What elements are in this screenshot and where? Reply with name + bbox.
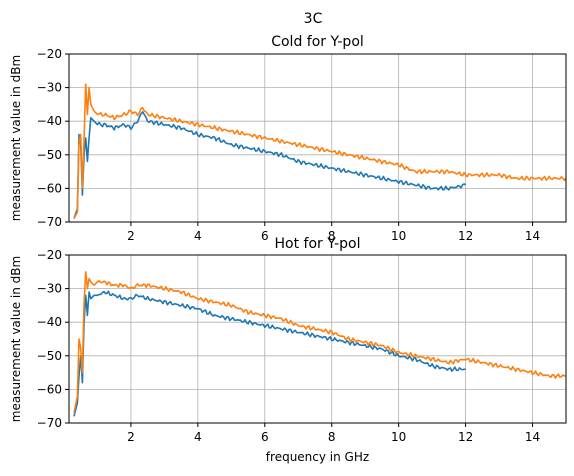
y-tick-label: −40 [37, 114, 62, 128]
y-tick-label: −50 [37, 349, 62, 363]
x-tick-label: 2 [127, 229, 135, 243]
x-tick-label: 8 [328, 229, 336, 243]
x-tick-label: 10 [391, 430, 406, 444]
y-tick-label: −20 [37, 47, 62, 61]
x-tick-label: 6 [261, 430, 269, 444]
plot-title: Hot for Y-pol [274, 236, 360, 252]
x-tick-label: 12 [458, 430, 473, 444]
y-tick-label: −20 [37, 248, 62, 262]
x-tick-label: 4 [194, 229, 202, 243]
y-tick-label: −60 [37, 181, 62, 195]
series-line-1 [73, 111, 467, 219]
series-line-2 [73, 83, 567, 219]
plot-hot: 2 4 6 8 10 12 14 −20 −30 −40 −50 −60 −70 Hot for Y-po… [9, 236, 567, 464]
x-tick-label: 12 [458, 229, 473, 243]
y-axis-label: measurement value in dBm [9, 55, 23, 221]
x-tick-label: 8 [328, 430, 336, 444]
figure-suptitle: 3C [304, 11, 323, 27]
y-tick-label: −30 [37, 81, 62, 95]
x-tick-label: 14 [525, 430, 540, 444]
y-tick-label: −40 [37, 315, 62, 329]
y-tick-label: −30 [37, 282, 62, 296]
axes-frame [68, 53, 567, 223]
x-tick-label: 4 [194, 430, 202, 444]
axes-frame [68, 254, 567, 424]
y-tick-label: −60 [37, 382, 62, 396]
x-axis-label: frequency in GHz [266, 450, 369, 464]
y-tick-label: −50 [37, 148, 62, 162]
x-tick-label: 2 [127, 430, 135, 444]
series-line-1 [73, 290, 466, 417]
x-tick-label: 6 [261, 229, 269, 243]
y-axis-label: measurement value in dBm [9, 256, 23, 422]
y-tick-label: −70 [37, 416, 62, 430]
y-tick-label: −70 [37, 215, 62, 229]
plot-title: Cold for Y-pol [271, 34, 364, 50]
x-tick-label: 10 [391, 229, 406, 243]
plot-cold: 2 4 6 8 10 12 14 −20 −30 −40 −50 −60 −70 Cold for Y-p… [9, 34, 567, 243]
x-tick-label: 14 [525, 229, 540, 243]
series-line-2 [73, 270, 566, 414]
